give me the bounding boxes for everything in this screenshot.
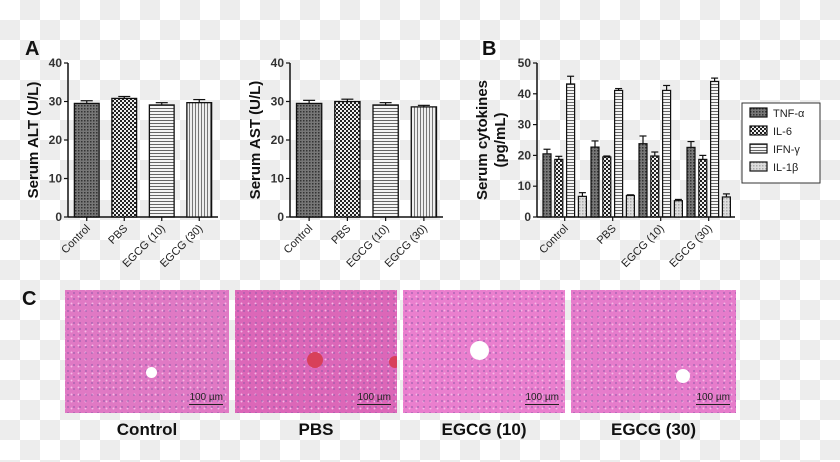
scale-bar-label: 100 µm bbox=[189, 392, 223, 403]
tissue-section bbox=[65, 290, 229, 413]
x-tick-label: EGCG (10) bbox=[619, 223, 666, 270]
y-tick-label: 20 bbox=[49, 133, 63, 147]
central-vein bbox=[307, 352, 323, 368]
bar bbox=[73, 102, 100, 218]
bar bbox=[542, 153, 552, 218]
legend-swatch bbox=[749, 107, 768, 118]
y-axis-label: Serum cytokines bbox=[474, 80, 491, 200]
legend-label: IFN-γ bbox=[773, 144, 800, 156]
legend-swatch bbox=[749, 143, 768, 154]
legend-swatch bbox=[749, 161, 768, 172]
y-tick-label: 20 bbox=[518, 148, 532, 162]
central-vein bbox=[676, 369, 690, 383]
bar bbox=[590, 146, 600, 218]
scale-bar-label: 100 µm bbox=[696, 392, 730, 403]
y-tick-label: 30 bbox=[49, 95, 63, 109]
central-vein bbox=[389, 356, 397, 368]
x-tick-label: Control bbox=[282, 223, 316, 257]
panel-label-b: B bbox=[482, 38, 497, 60]
bar bbox=[554, 158, 564, 218]
y-tick-label: 40 bbox=[49, 56, 63, 70]
histology-image: 100 µm bbox=[571, 290, 736, 413]
scale-bar: 100 µm bbox=[357, 392, 391, 405]
scale-bar-line bbox=[189, 404, 223, 405]
histology-caption: EGCG (30) bbox=[610, 420, 697, 439]
scale-bar-label: 100 µm bbox=[357, 392, 391, 403]
y-tick-label: 50 bbox=[518, 56, 532, 70]
tissue-section bbox=[235, 290, 397, 413]
legend-label: IL-6 bbox=[773, 126, 792, 138]
histology-caption: PBS bbox=[298, 420, 334, 439]
bar bbox=[686, 146, 696, 218]
y-tick-label: 0 bbox=[524, 210, 531, 224]
bar bbox=[148, 104, 175, 218]
scale-bar-label: 100 µm bbox=[525, 392, 559, 403]
legend: TNF-α IL-6 IFN-γ IL-1β bbox=[741, 102, 821, 184]
scale-bar-line bbox=[696, 404, 730, 405]
x-tick-label: Control bbox=[537, 223, 571, 257]
scale-bar: 100 µm bbox=[696, 392, 730, 405]
bar bbox=[410, 106, 438, 218]
x-tick-label: Control bbox=[59, 223, 93, 257]
central-vein bbox=[145, 366, 157, 378]
bar bbox=[613, 89, 624, 218]
bar bbox=[372, 104, 399, 218]
y-axis-label: Serum ALT (U/L) bbox=[25, 82, 42, 199]
tissue-section bbox=[571, 290, 736, 413]
legend-label: TNF-α bbox=[773, 108, 805, 120]
y-tick-label: 10 bbox=[49, 172, 63, 186]
panel-label-c: C bbox=[22, 288, 37, 310]
x-tick-label: PBS bbox=[106, 223, 130, 247]
scale-bar-line bbox=[525, 404, 559, 405]
histology-image: 100 µm bbox=[65, 290, 229, 413]
scale-bar: 100 µm bbox=[525, 392, 559, 405]
scale-bar-line bbox=[357, 404, 391, 405]
bar bbox=[721, 196, 732, 218]
bar bbox=[673, 200, 684, 218]
cytokine-chart: 0 10 20 30 40 50 Serum cytokines (pg/mL) Control… bbox=[474, 56, 821, 270]
histology-image: 100 µm bbox=[235, 290, 397, 413]
central-vein bbox=[469, 340, 489, 360]
y-tick-label: 30 bbox=[271, 95, 285, 109]
bar bbox=[625, 194, 636, 218]
histology-caption: Control bbox=[116, 420, 178, 439]
y-tick-label: 40 bbox=[271, 56, 285, 70]
bar bbox=[186, 102, 213, 218]
bar bbox=[638, 143, 648, 218]
x-tick-label: EGCG (30) bbox=[667, 223, 714, 270]
y-tick-label: 0 bbox=[277, 210, 284, 224]
y-tick-label: 30 bbox=[518, 118, 532, 132]
legend-label: IL-1β bbox=[773, 162, 798, 174]
bar bbox=[565, 83, 576, 218]
y-tick-label: 10 bbox=[271, 172, 285, 186]
y-axis-label: Serum AST (U/L) bbox=[247, 81, 264, 200]
bar bbox=[577, 195, 588, 218]
bar bbox=[661, 89, 672, 218]
legend-swatch bbox=[749, 125, 768, 136]
y-tick-label: 40 bbox=[518, 87, 532, 101]
bar bbox=[111, 97, 138, 218]
x-tick-label: PBS bbox=[595, 223, 619, 247]
bar bbox=[698, 158, 708, 218]
y-tick-label: 0 bbox=[55, 210, 62, 224]
bar bbox=[709, 80, 720, 218]
bar bbox=[334, 100, 361, 218]
x-tick-label: PBS bbox=[329, 223, 353, 247]
bar bbox=[650, 155, 660, 218]
y-axis-label-unit: (pg/mL) bbox=[492, 113, 509, 168]
y-tick-label: 10 bbox=[518, 179, 532, 193]
histology-caption: EGCG (10) bbox=[441, 420, 527, 439]
histology-image: 100 µm bbox=[403, 290, 565, 413]
y-tick-label: 20 bbox=[271, 133, 285, 147]
panel-label-a: A bbox=[25, 38, 40, 60]
scale-bar: 100 µm bbox=[189, 392, 223, 405]
bar bbox=[295, 102, 323, 218]
bar bbox=[602, 156, 612, 218]
